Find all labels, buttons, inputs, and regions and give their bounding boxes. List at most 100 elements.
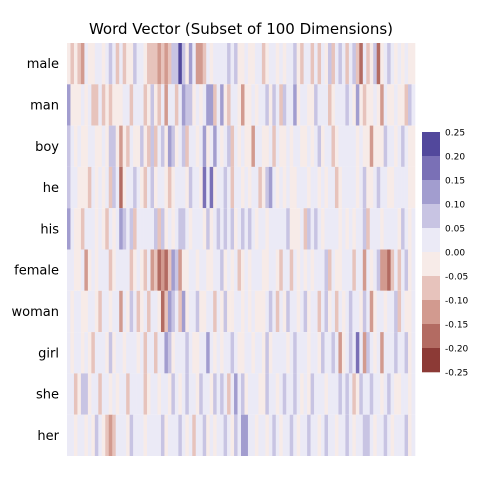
heatmap-cell xyxy=(334,43,339,85)
heatmap-cell xyxy=(408,125,412,167)
heatmap-cell xyxy=(140,290,144,333)
heatmap-cell xyxy=(328,332,332,374)
heatmap-cell xyxy=(411,125,416,167)
heatmap-cell xyxy=(101,332,106,374)
heatmap-cell xyxy=(261,414,266,456)
heatmap-cell xyxy=(383,166,388,209)
heatmap-cell xyxy=(129,166,134,209)
heatmap-cell xyxy=(334,166,339,209)
heatmap-cell xyxy=(303,249,308,291)
heatmap-cell xyxy=(67,249,71,291)
heatmap-cell xyxy=(401,290,405,333)
heatmap-cell xyxy=(258,290,263,333)
heatmap-cell xyxy=(115,208,120,250)
heatmap-cell xyxy=(67,125,71,167)
heatmap-cell xyxy=(338,84,343,126)
heatmap-cell xyxy=(334,332,339,374)
heatmap-cell xyxy=(84,208,89,250)
heatmap-cell xyxy=(213,332,217,374)
heatmap-cell xyxy=(213,373,217,415)
heatmap-cell xyxy=(352,166,357,209)
heatmap-cell xyxy=(251,43,256,85)
heatmap-cell xyxy=(230,249,235,291)
heatmap-cell xyxy=(390,290,395,333)
heatmap-cell xyxy=(119,43,123,85)
heatmap-cell xyxy=(289,332,294,374)
heatmap-cell xyxy=(140,332,144,374)
heatmap-cell xyxy=(160,249,165,291)
heatmap-cell xyxy=(369,166,374,209)
heatmap-cells xyxy=(67,43,416,456)
heatmap-cell xyxy=(199,290,204,333)
heatmap-cell xyxy=(234,249,238,291)
heatmap-cell xyxy=(122,332,127,374)
heatmap-cell xyxy=(345,414,350,456)
heatmap-cell xyxy=(188,414,193,456)
heatmap-cell xyxy=(143,332,148,374)
heatmap-cell xyxy=(331,290,336,333)
heatmap-cell xyxy=(227,373,231,415)
heatmap-cell xyxy=(140,125,144,167)
heatmap-cell xyxy=(94,125,99,167)
heatmap-cell xyxy=(157,125,162,167)
heatmap-cell xyxy=(279,208,284,250)
heatmap-cell xyxy=(119,414,123,456)
heatmap-cell xyxy=(223,249,228,291)
heatmap-cell xyxy=(185,43,190,85)
heatmap-cell xyxy=(272,84,277,126)
heatmap-cell xyxy=(401,249,405,291)
heatmap-cell xyxy=(334,249,339,291)
row-label: her xyxy=(37,429,59,444)
heatmap-cell xyxy=(181,332,186,374)
heatmap-cell xyxy=(300,414,304,456)
heatmap-cell xyxy=(181,43,186,85)
heatmap-cell xyxy=(317,208,322,250)
heatmap-cell xyxy=(247,373,252,415)
heatmap-cell xyxy=(143,125,148,167)
heatmap-cell xyxy=(119,125,123,167)
heatmap-cell xyxy=(101,43,106,85)
heatmap-cell xyxy=(272,208,277,250)
heatmap-cell xyxy=(408,249,412,291)
heatmap-cell xyxy=(164,166,169,209)
heatmap-cell xyxy=(345,249,350,291)
heatmap-cell xyxy=(397,249,402,291)
heatmap-cell xyxy=(84,84,89,126)
heatmap-cell xyxy=(247,43,252,85)
heatmap-cell xyxy=(352,125,357,167)
heatmap-cell xyxy=(345,125,350,167)
heatmap-cell xyxy=(67,373,71,415)
heatmap-cell xyxy=(112,290,117,333)
heatmap-cell xyxy=(279,414,284,456)
heatmap-cell xyxy=(126,414,130,456)
heatmap-cell xyxy=(105,125,110,167)
heatmap-cell xyxy=(178,166,183,209)
heatmap-cell xyxy=(272,373,277,415)
heatmap-cell xyxy=(289,414,294,456)
heatmap-cell xyxy=(310,84,315,126)
heatmap-cell xyxy=(73,84,78,126)
heatmap-cell xyxy=(334,208,339,250)
heatmap-cell xyxy=(317,249,322,291)
heatmap-cell xyxy=(209,249,214,291)
heatmap-cell xyxy=(408,43,412,85)
heatmap-cell xyxy=(94,43,99,85)
heatmap-cell xyxy=(251,414,256,456)
heatmap-cell xyxy=(181,373,186,415)
heatmap-cell xyxy=(80,84,85,126)
heatmap-cell xyxy=(105,208,110,250)
heatmap-cell xyxy=(348,414,353,456)
heatmap-cell xyxy=(251,373,256,415)
heatmap-cell xyxy=(174,208,179,250)
heatmap-cell xyxy=(157,249,162,291)
heatmap-cell xyxy=(133,166,137,209)
heatmap-cell xyxy=(296,414,301,456)
heatmap-cell xyxy=(147,43,151,85)
heatmap-cell xyxy=(160,414,165,456)
heatmap-cell xyxy=(160,84,165,126)
heatmap-cell xyxy=(87,414,92,456)
heatmap-cell xyxy=(209,373,214,415)
heatmap-cell xyxy=(397,125,402,167)
heatmap-cell xyxy=(293,43,297,85)
heatmap-cell xyxy=(275,332,280,374)
